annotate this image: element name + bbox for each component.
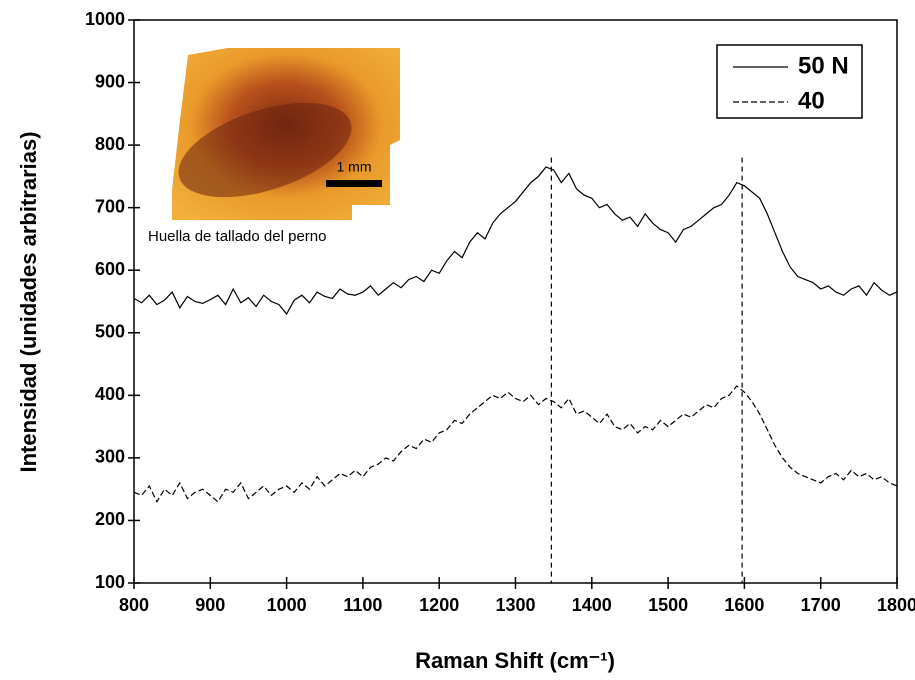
x-tick-label: 1500	[648, 595, 688, 615]
y-tick-label: 500	[95, 322, 125, 342]
y-tick-label: 300	[95, 447, 125, 467]
x-tick-label: 1200	[419, 595, 459, 615]
scale-label: 1 mm	[337, 159, 372, 175]
y-tick-label: 1000	[85, 9, 125, 29]
x-axis-label: Raman Shift (cm⁻¹)	[415, 648, 615, 673]
x-tick-label: 1300	[495, 595, 535, 615]
legend	[716, 44, 863, 119]
legend-label: 50 N	[798, 52, 849, 79]
y-tick-label: 200	[95, 509, 125, 529]
inset-mark	[178, 102, 352, 198]
series-line	[133, 385, 898, 503]
inset: 1 mm Huella de tallado del perno	[148, 48, 400, 245]
x-tick-label: 1400	[572, 595, 612, 615]
y-axis-label: Intensidad (unidades arbitrarias)	[16, 131, 41, 472]
x-tick-label: 1800	[877, 595, 915, 615]
x-tick-label: 1600	[724, 595, 764, 615]
x-tick-label: 1000	[267, 595, 307, 615]
y-tick-label: 800	[95, 134, 125, 154]
scale-bar	[326, 180, 382, 187]
x-tick-label: 900	[195, 595, 225, 615]
x-tick-label: 1100	[343, 595, 382, 615]
x-tick-label: 800	[119, 595, 149, 615]
y-tick-label: 900	[95, 71, 125, 91]
y-tick-label: 100	[95, 572, 125, 592]
y-tick-label: 700	[95, 196, 125, 216]
series-line	[133, 166, 898, 316]
inset-caption: Huella de tallado del perno	[148, 228, 326, 245]
y-tick-label: 600	[95, 259, 125, 279]
y-tick-label: 400	[95, 384, 125, 404]
x-tick-label: 1700	[801, 595, 841, 615]
legend-label: 40	[798, 87, 825, 114]
